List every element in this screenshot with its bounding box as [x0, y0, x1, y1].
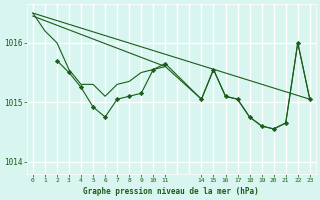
X-axis label: Graphe pression niveau de la mer (hPa): Graphe pression niveau de la mer (hPa) — [84, 187, 259, 196]
